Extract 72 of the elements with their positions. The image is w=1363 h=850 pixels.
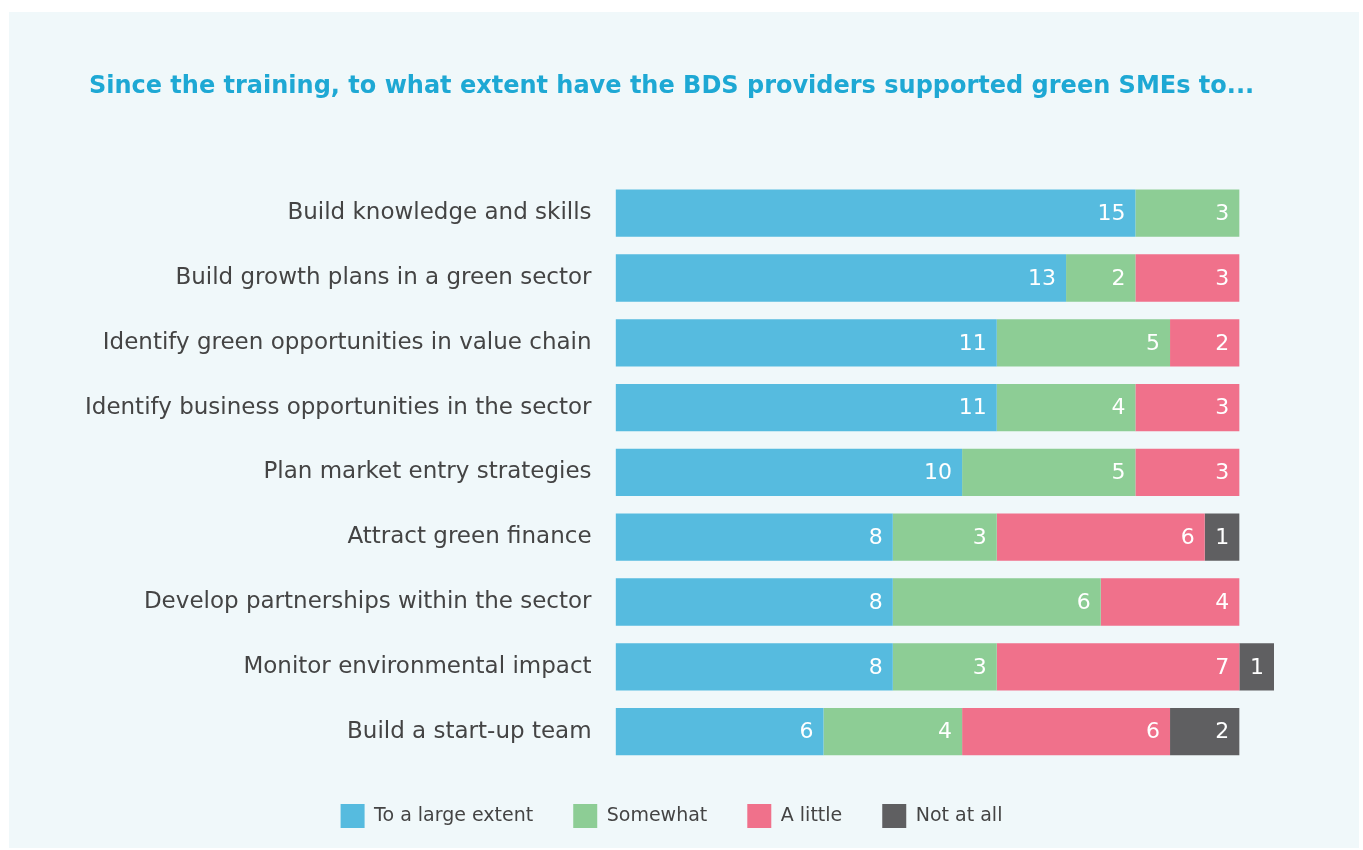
data-label: 3	[1215, 459, 1230, 485]
bar	[615, 448, 963, 497]
y-tick-label: Build a start-up team	[347, 716, 592, 743]
bar	[962, 707, 1171, 756]
chart-title: Since the training, to what extent have the BDS providers supported green SMEs to...	[88, 70, 1255, 99]
bar	[1100, 578, 1240, 626]
legend-label: Somewhat	[606, 802, 708, 825]
y-tick-label: Build growth plans in a green sector	[175, 262, 593, 289]
bar	[892, 578, 1101, 626]
bar	[1170, 707, 1240, 756]
data-label: 3	[1215, 394, 1230, 420]
data-label: 10	[924, 459, 953, 485]
bar	[615, 707, 824, 756]
bar	[1135, 383, 1240, 432]
bar	[1239, 643, 1274, 691]
data-label: 2	[1215, 329, 1230, 355]
data-label: 6	[1180, 523, 1195, 549]
data-label: 3	[1215, 264, 1230, 290]
bar	[615, 189, 1136, 237]
legend-label: A little	[780, 802, 843, 825]
bar	[892, 643, 997, 691]
y-tick-label: Develop partnerships within the sector	[143, 586, 593, 613]
bar	[1170, 319, 1240, 367]
data-label: 5	[1111, 459, 1126, 485]
data-label: 4	[1111, 394, 1126, 420]
y-tick-label: Build knowledge and skills	[287, 198, 592, 225]
y-tick-label: Identify green opportunities in value chain	[102, 327, 592, 354]
data-label: 15	[1097, 199, 1126, 225]
bar	[996, 383, 1136, 432]
bar	[615, 383, 997, 432]
bar	[1135, 254, 1240, 302]
bar	[823, 707, 963, 756]
bar	[615, 643, 893, 691]
legend-label: To a large extent	[373, 802, 534, 825]
data-label: 11	[958, 394, 987, 420]
y-tick-label: Monitor environmental impact	[243, 651, 592, 678]
data-label: 8	[868, 523, 883, 549]
bar	[1135, 448, 1240, 497]
bar	[892, 513, 997, 561]
y-tick-label: Identify business opportunities in the sector	[85, 392, 593, 419]
data-label: 1	[1215, 523, 1230, 549]
data-label: 11	[958, 329, 987, 355]
bar	[996, 319, 1171, 367]
bar	[996, 643, 1240, 691]
bar	[996, 513, 1205, 561]
data-label: 5	[1146, 329, 1161, 355]
bar	[615, 513, 893, 561]
data-label: 6	[799, 718, 814, 744]
bar	[1204, 513, 1240, 561]
legend-label: Not at all	[915, 802, 1003, 825]
data-label: 2	[1215, 718, 1230, 744]
data-label: 4	[1215, 588, 1230, 614]
data-label: 3	[972, 653, 987, 679]
y-tick-label: Plan market entry strategies	[263, 457, 592, 484]
data-label: 6	[1076, 588, 1091, 614]
bar	[962, 448, 1136, 497]
data-label: 7	[1215, 653, 1230, 679]
bar	[615, 319, 997, 367]
data-label: 1	[1250, 653, 1264, 679]
bar	[615, 254, 1067, 302]
data-label: 4	[938, 718, 953, 744]
data-label: 2	[1111, 264, 1126, 290]
y-tick-label: Attract green finance	[347, 522, 592, 549]
bar	[1066, 254, 1136, 302]
bar	[1135, 189, 1240, 237]
data-label: 13	[1028, 264, 1057, 290]
data-label: 6	[1146, 718, 1161, 744]
bar	[615, 578, 893, 626]
data-label: 8	[868, 588, 883, 614]
data-label: 3	[972, 523, 987, 549]
data-label: 8	[868, 653, 883, 679]
data-label: 3	[1215, 199, 1230, 225]
